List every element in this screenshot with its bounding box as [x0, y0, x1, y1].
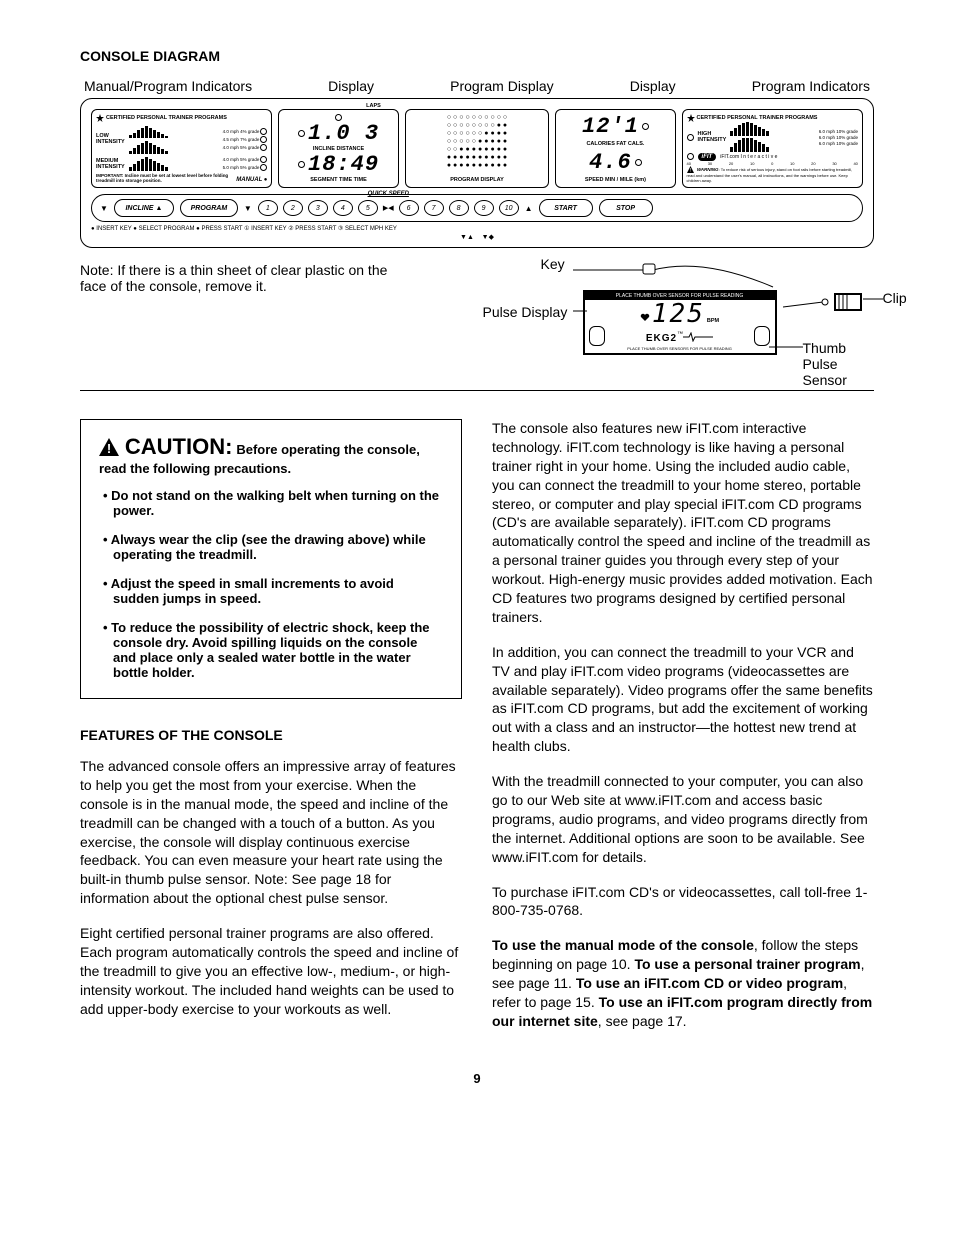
speed-button-9[interactable]: 9	[474, 200, 494, 216]
profile-bars-r1	[730, 122, 814, 136]
display1-val2: 18:49	[308, 152, 379, 177]
speed-button-6[interactable]: 6	[399, 200, 419, 216]
speed-button-7[interactable]: 7	[424, 200, 444, 216]
right-panel-header: CERTIFIED PERSONAL TRAINER PROGRAMS	[697, 115, 818, 121]
speed-note: 4.5 mph 7% grade	[223, 137, 260, 142]
laps-label: LAPS	[366, 103, 381, 109]
profile-bars-r2	[730, 138, 814, 152]
section-title: CONSOLE DIAGRAM	[80, 48, 874, 64]
speed-note: 5.0 mph 5% grade	[223, 165, 260, 170]
ifit-label: iFIT.com I n t e r a c t i v e	[720, 154, 777, 160]
warning-triangle-icon: !	[99, 438, 119, 456]
ekg-logo: EKG2™	[646, 328, 713, 344]
program-display-panel: ○○○○○○○○○○○○○○○○○○●●○○○○○○●●●●○○○○○●●●●●…	[405, 109, 550, 188]
label-display-1: Display	[328, 78, 374, 94]
clip-label: Clip	[883, 290, 907, 306]
speed-note: 4.0 mph 4% grade	[223, 129, 260, 134]
left-program-panel: CERTIFIED PERSONAL TRAINER PROGRAMS LOW …	[91, 109, 272, 188]
features-heading: FEATURES OF THE CONSOLE	[80, 727, 462, 743]
label-display-2: Display	[630, 78, 676, 94]
speed-note: 6.0 mph 10% grade	[819, 135, 858, 140]
body-paragraph: To purchase iFIT.com CD's or videocasset…	[492, 883, 874, 921]
bpm-value: 125	[652, 300, 705, 326]
display2-val2: 4.6	[589, 150, 632, 175]
left-panel-header: CERTIFIED PERSONAL TRAINER PROGRAMS	[106, 115, 227, 121]
speed-button-4[interactable]: 4	[333, 200, 353, 216]
speed-button-5[interactable]: 5	[358, 200, 378, 216]
svg-text:!: !	[107, 441, 111, 456]
caution-title: CAUTION:	[125, 434, 233, 459]
ekg-left-pad[interactable]	[589, 326, 605, 346]
lower-diagram-area: Note: If there is a thin sheet of clear …	[80, 262, 874, 382]
pulse-module: PLACE THUMB OVER SENSOR FOR PULSE READIN…	[583, 290, 777, 355]
speed-note: 6.0 mph 10% grade	[819, 141, 858, 146]
body-paragraph: The advanced console offers an impressiv…	[80, 757, 462, 908]
display2-labels2: SPEED MIN / MILE (km)	[585, 177, 646, 183]
speed-note: 6.0 mph 10% grade	[819, 129, 858, 134]
caution-list: • Do not stand on the walking belt when …	[99, 488, 443, 680]
button-row: ▼ INCLINE ▲ PROGRAM ▼ QUICK SPEED12345▶◀…	[91, 194, 863, 222]
speed-button-2[interactable]: 2	[283, 200, 303, 216]
low-intensity-label: LOW INTENSITY	[96, 133, 125, 145]
speed-button-8[interactable]: 8	[449, 200, 469, 216]
body-paragraph: In addition, you can connect the treadmi…	[492, 643, 874, 756]
thumb-sensor-label: Thumb Pulse Sensor	[803, 340, 875, 388]
start-button[interactable]: START	[539, 199, 593, 217]
medium-intensity-label: MEDIUM INTENSITY	[96, 158, 125, 170]
label-program-display: Program Display	[450, 78, 553, 94]
ifit-badge: iFIT	[698, 153, 717, 161]
page-number: 9	[80, 1071, 874, 1086]
body-paragraph: The console also features new iFIT.com i…	[492, 419, 874, 627]
right-program-panel: CERTIFIED PERSONAL TRAINER PROGRAMS HIGH…	[682, 109, 863, 188]
label-manual-program: Manual/Program Indicators	[84, 78, 252, 94]
high-intensity-label: HIGH INTENSITY	[698, 131, 727, 143]
caution-box: ! CAUTION: Before operating the console,…	[80, 419, 462, 699]
key-leader-line	[573, 262, 803, 292]
diagram-top-labels: Manual/Program Indicators Display Progra…	[80, 78, 874, 94]
plastic-note: Note: If there is a thin sheet of clear …	[80, 262, 403, 294]
speed-button-3[interactable]: 3	[308, 200, 328, 216]
profile-bars-1	[129, 124, 219, 138]
console-diagram: CERTIFIED PERSONAL TRAINER PROGRAMS LOW …	[80, 98, 874, 248]
display-panel-2: 12'1 CALORIES FAT CALS. 4.6 SPEED MIN / …	[555, 109, 675, 188]
dot-matrix: ○○○○○○○○○○○○○○○○○○●●○○○○○○●●●●○○○○○●●●●●…	[447, 114, 507, 169]
caution-item: • Always wear the clip (see the drawing …	[99, 532, 443, 562]
incline-button[interactable]: INCLINE ▲	[114, 199, 174, 217]
pulse-box-footer: PLACE THUMB OVER SENSORS FOR PULSE READI…	[585, 346, 775, 351]
speed-note: 4.0 mph 5% grade	[223, 145, 260, 150]
manual-label: MANUAL ●	[236, 177, 267, 183]
bpm-unit: BPM	[707, 318, 719, 324]
caution-item: • Do not stand on the walking belt when …	[99, 488, 443, 518]
display2-labels1: CALORIES FAT CALS.	[586, 141, 644, 147]
body-paragraph: With the treadmill connected to your com…	[492, 772, 874, 866]
caution-item: • To reduce the possibility of electric …	[99, 620, 443, 680]
pulse-display-label: Pulse Display	[483, 304, 568, 320]
display2-val1: 12'1	[582, 114, 639, 139]
program-button[interactable]: PROGRAM	[180, 199, 238, 217]
speed-note: 4.0 mph 5% grade	[223, 157, 260, 162]
stop-button[interactable]: STOP	[599, 199, 653, 217]
clip-icon	[783, 292, 873, 342]
speed-button-1[interactable]: 1	[258, 200, 278, 216]
label-program-indicators: Program Indicators	[752, 78, 870, 94]
important-note: IMPORTANT: Incline must be set at lowest…	[96, 173, 236, 183]
display1-val1: 1.0 3	[308, 121, 379, 146]
display-panel-1: 1.0 3 INCLINE DISTANCE 18:49 SEGMENT TIM…	[278, 109, 398, 188]
key-label: Key	[541, 256, 565, 272]
profile-bars-3	[129, 157, 219, 171]
speed-button-10[interactable]: 10	[499, 200, 519, 216]
instruction-line: ● INSERT KEY ● SELECT PROGRAM ● PRESS ST…	[91, 225, 863, 232]
body-paragraph: To use the manual mode of the console, f…	[492, 936, 874, 1030]
profile-bars-2	[129, 140, 219, 154]
caution-item: • Adjust the speed in small increments t…	[99, 576, 443, 606]
axis-row: 40302010010203040	[687, 161, 858, 166]
program-display-caption: PROGRAM DISPLAY	[450, 177, 504, 183]
thumb-sensor-pad[interactable]	[754, 326, 770, 346]
display1-labels2: SEGMENT TIME TIME	[310, 177, 367, 183]
body-paragraph: Eight certified personal trainer program…	[80, 924, 462, 1018]
